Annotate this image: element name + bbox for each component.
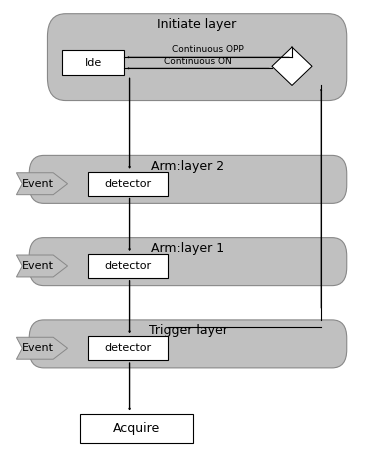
Text: Continuous ON: Continuous ON xyxy=(164,57,232,66)
Text: Initiate layer: Initiate layer xyxy=(157,18,237,31)
FancyBboxPatch shape xyxy=(29,320,347,368)
FancyBboxPatch shape xyxy=(88,254,168,278)
Text: Arm:layer 1: Arm:layer 1 xyxy=(151,242,224,255)
FancyBboxPatch shape xyxy=(88,172,168,196)
Text: detector: detector xyxy=(104,261,151,271)
Text: Acquire: Acquire xyxy=(113,422,161,435)
Polygon shape xyxy=(16,255,68,277)
FancyBboxPatch shape xyxy=(47,14,347,101)
FancyBboxPatch shape xyxy=(88,336,168,360)
FancyBboxPatch shape xyxy=(62,50,124,75)
Text: detector: detector xyxy=(104,343,151,353)
FancyBboxPatch shape xyxy=(80,414,193,443)
Text: Event: Event xyxy=(22,261,54,271)
Text: Ide: Ide xyxy=(84,58,102,68)
Polygon shape xyxy=(272,47,312,85)
Text: Trigger layer: Trigger layer xyxy=(149,324,227,337)
FancyBboxPatch shape xyxy=(29,155,347,203)
Text: Arm:layer 2: Arm:layer 2 xyxy=(151,160,224,173)
Text: Event: Event xyxy=(22,343,54,353)
Polygon shape xyxy=(16,337,68,359)
Text: Continuous OPP: Continuous OPP xyxy=(172,45,244,53)
FancyBboxPatch shape xyxy=(29,238,347,286)
Polygon shape xyxy=(16,173,68,195)
Text: detector: detector xyxy=(104,179,151,189)
Text: Event: Event xyxy=(22,179,54,189)
